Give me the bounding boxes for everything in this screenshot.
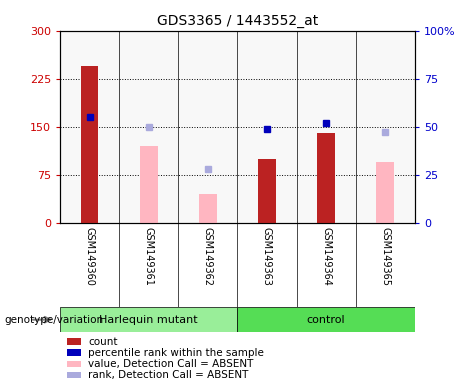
Text: value, Detection Call = ABSENT: value, Detection Call = ABSENT (89, 359, 254, 369)
Bar (237, 307, 415, 332)
Text: GSM149364: GSM149364 (321, 227, 331, 286)
Bar (60, 307, 237, 332)
Text: GSM149363: GSM149363 (262, 227, 272, 286)
Text: GSM149360: GSM149360 (84, 227, 95, 286)
Bar (67, 372, 81, 378)
Bar (199, 194, 217, 223)
Bar (377, 162, 394, 223)
Text: count: count (89, 336, 118, 346)
Text: control: control (307, 314, 345, 325)
Text: GSM149362: GSM149362 (203, 227, 213, 286)
Text: rank, Detection Call = ABSENT: rank, Detection Call = ABSENT (89, 370, 248, 380)
Bar (67, 338, 81, 344)
Text: genotype/variation: genotype/variation (5, 314, 104, 325)
Text: GSM149361: GSM149361 (144, 227, 154, 286)
Bar (67, 349, 81, 356)
Text: GSM149365: GSM149365 (380, 227, 390, 286)
Text: percentile rank within the sample: percentile rank within the sample (89, 348, 264, 358)
Title: GDS3365 / 1443552_at: GDS3365 / 1443552_at (157, 14, 318, 28)
Bar (67, 361, 81, 367)
Bar (258, 159, 276, 223)
Bar (81, 66, 98, 223)
Bar (317, 133, 335, 223)
Text: Harlequin mutant: Harlequin mutant (100, 314, 198, 325)
Bar (140, 146, 158, 223)
